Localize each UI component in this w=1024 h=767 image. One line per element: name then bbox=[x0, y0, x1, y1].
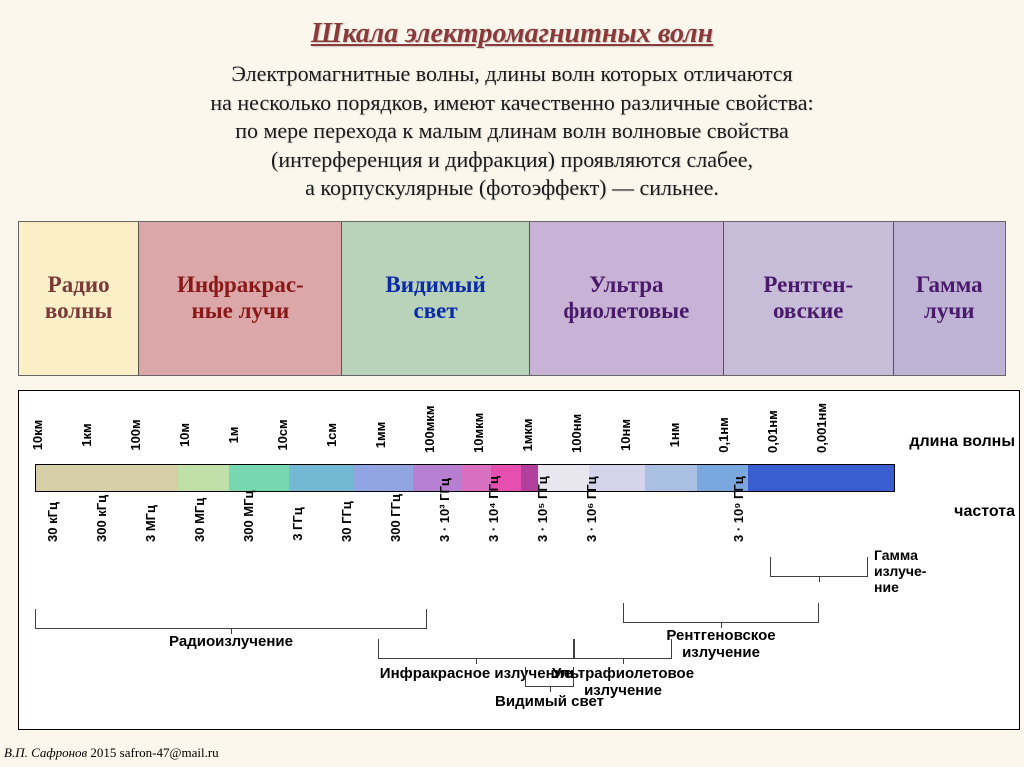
range-bracket bbox=[378, 639, 574, 659]
spectrum-segment bbox=[353, 465, 413, 491]
range-label: Радиоизлучение bbox=[169, 633, 293, 650]
frequency-tick: 300 кГц bbox=[94, 506, 109, 542]
range-label: Рентгеновскоеизлучение bbox=[666, 627, 775, 661]
frequency-tick: 3 · 10⁹ ГГц bbox=[731, 506, 746, 542]
wavelength-tick: 100мкм bbox=[422, 417, 437, 453]
band-cell: Рентген-овские bbox=[724, 222, 894, 375]
brackets-layer: РадиоизлучениеИнфракрасное излучениеВиди… bbox=[35, 567, 895, 722]
range-bracket bbox=[623, 603, 819, 623]
frequency-ticks-row: 30 кГц 300 кГц 3 МГц 30 МГц 300 МГц 3 ГГц 30 Г… bbox=[29, 496, 1019, 566]
frequency-tick: 3 ГГц bbox=[290, 506, 305, 542]
wavelength-tick: 10мкм bbox=[471, 417, 486, 453]
wavelength-tick: 1см bbox=[324, 417, 339, 453]
slide-title: Шкала электромагнитных волн bbox=[0, 0, 1024, 50]
range-bracket bbox=[574, 639, 672, 659]
frequency-tick: 300 ГГц bbox=[388, 506, 403, 542]
wavelength-tick: 1мм bbox=[373, 417, 388, 453]
band-cell: Видимыйсвет bbox=[342, 222, 529, 375]
slide-description: Электромагнитные волны, длины волн котор… bbox=[0, 50, 1024, 221]
band-row: Радио волныИнфракрас-ные лучиВидимыйсвет… bbox=[18, 221, 1006, 376]
frequency-tick: 3 · 10⁶ ГГц bbox=[584, 506, 599, 542]
frequency-tick: 30 кГц bbox=[45, 506, 60, 542]
wavelength-tick: 0,1нм bbox=[716, 417, 731, 453]
range-label: Ультрафиолетовоеизлучение bbox=[552, 665, 694, 699]
wavelength-ticks-row: 10км 1км 100м 10м 1м 10см 1см 1мм 100мкм 10мкм 1мк… bbox=[29, 391, 1019, 461]
spectrum-bar bbox=[35, 464, 895, 492]
wavelength-tick: 1нм bbox=[667, 417, 682, 453]
wavelength-tick: 1м bbox=[226, 417, 241, 453]
wavelength-tick: 100нм bbox=[569, 417, 584, 453]
wavelength-tick: 1км bbox=[79, 417, 94, 453]
wavelength-tick: 10км bbox=[30, 417, 45, 453]
wavelength-tick: 10м bbox=[177, 417, 192, 453]
wavelength-tick: 1мкм bbox=[520, 417, 535, 453]
wavelength-axis-label: длина волны bbox=[909, 433, 1015, 451]
frequency-tick: 30 МГц bbox=[192, 506, 207, 542]
spectrum-segment bbox=[178, 465, 229, 491]
band-cell: Гаммалучи bbox=[894, 222, 1005, 375]
spectrum-segment bbox=[36, 465, 178, 491]
frequency-tick: 30 ГГц bbox=[339, 506, 354, 542]
frequency-tick: 3 · 10⁵ ГГц bbox=[535, 506, 550, 542]
spectrum-segment bbox=[645, 465, 696, 491]
range-label: Гаммаизлуче-ние bbox=[874, 547, 926, 595]
band-cell: Инфракрас-ные лучи bbox=[139, 222, 342, 375]
frequency-tick: 300 МГц bbox=[241, 506, 256, 542]
spectrum-segment bbox=[748, 465, 894, 491]
wavelength-tick: 0,001нм bbox=[814, 417, 829, 453]
band-cell: Ультрафиолетовые bbox=[530, 222, 724, 375]
spectrum-segment bbox=[229, 465, 289, 491]
wavelength-tick: 10нм bbox=[618, 417, 633, 453]
band-cell: Радио волны bbox=[19, 222, 139, 375]
range-bracket bbox=[35, 609, 427, 629]
spectrum-segment bbox=[289, 465, 353, 491]
wavelength-tick: 0,01нм bbox=[765, 417, 780, 453]
wavelength-tick: 10см bbox=[275, 417, 290, 453]
wavelength-tick: 100м bbox=[128, 417, 143, 453]
footer-credit: В.П. Сафронов 2015 safron-47@mail.ru bbox=[4, 745, 219, 761]
range-bracket bbox=[770, 557, 868, 577]
frequency-tick: 3 МГц bbox=[143, 506, 158, 542]
spectrum-panel: 10км 1км 100м 10м 1м 10см 1см 1мм 100мкм 10мкм 1мк… bbox=[18, 390, 1020, 730]
frequency-tick: 3 · 10⁴ ГГц bbox=[486, 506, 501, 542]
frequency-tick: 3 · 10³ ГГц bbox=[437, 506, 452, 542]
